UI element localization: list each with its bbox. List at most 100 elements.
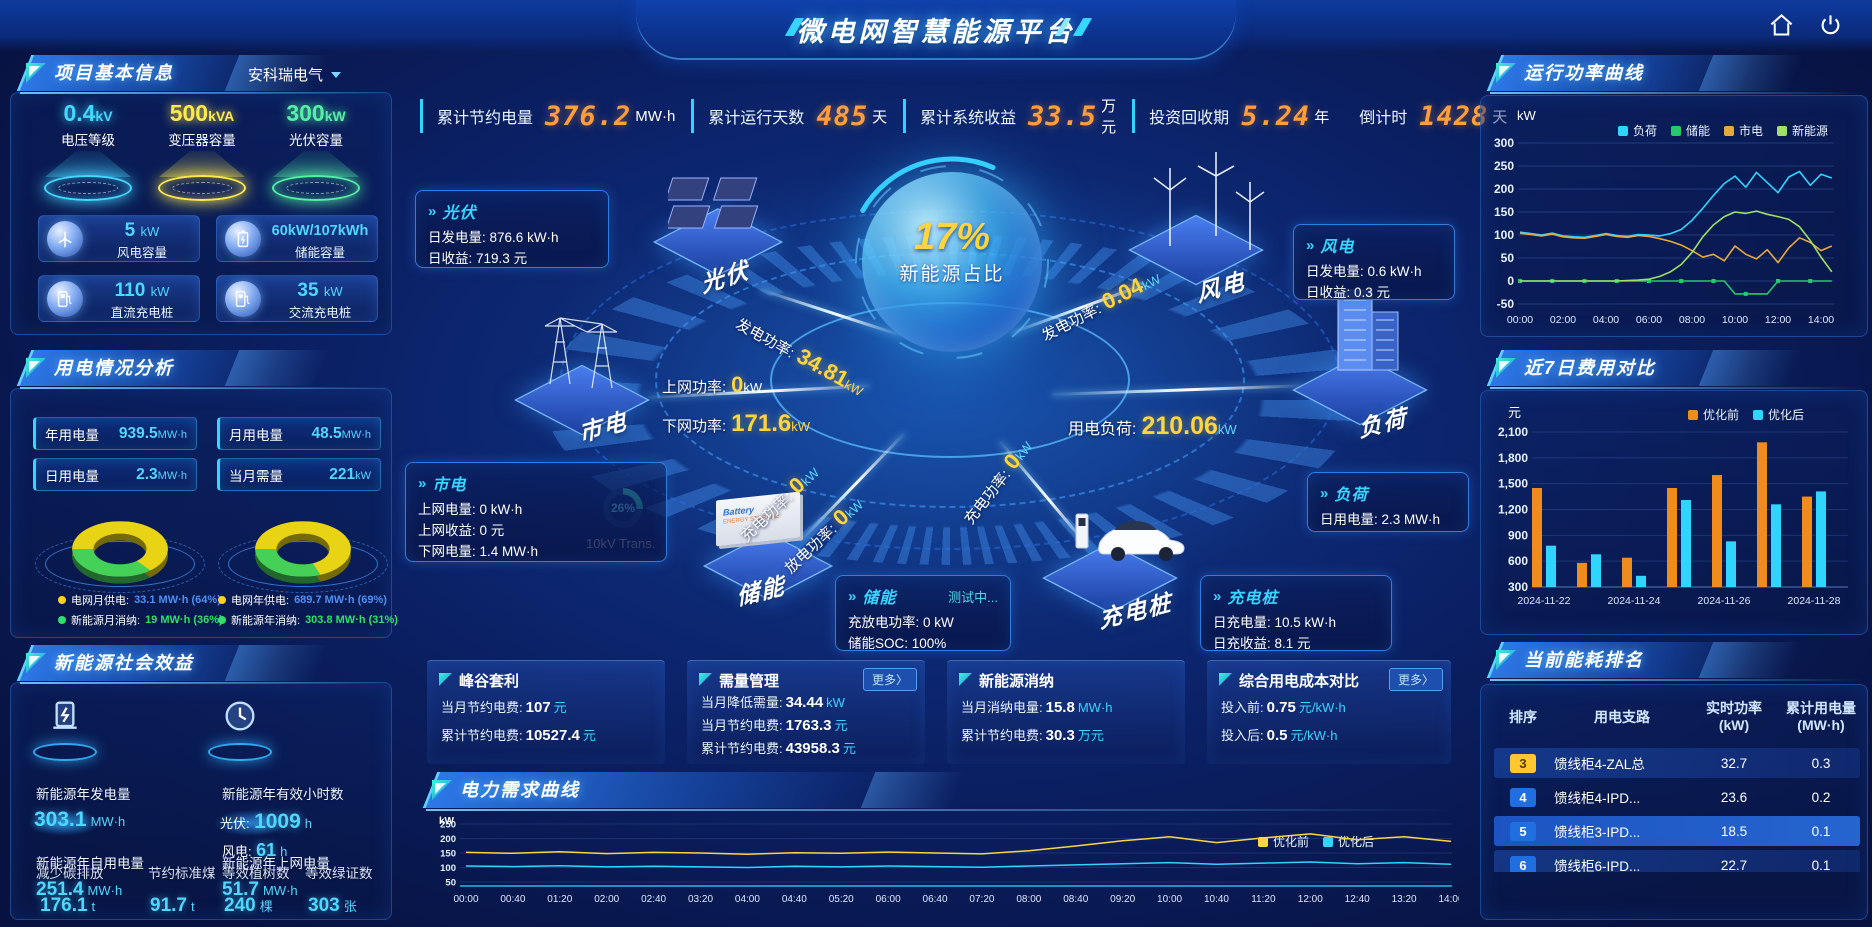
- ranking-header-cell: 累计用电量 (MW·h): [1786, 700, 1856, 733]
- pedestal-number: 300: [286, 100, 325, 126]
- pedestal-light-cone: [273, 151, 359, 177]
- svg-text:2,100: 2,100: [1498, 425, 1528, 439]
- realtime-power: 23.6: [1720, 789, 1748, 805]
- load-info-line: 日用电量: 2.3 MW·h: [1320, 509, 1456, 530]
- to-grid-value: 51.7 MW·h: [222, 879, 298, 900]
- usage-pill-value: 48.5MW·h: [311, 424, 372, 442]
- capacity-card-label: 储能容量: [294, 246, 345, 260]
- info-line-value: 0 kW·h: [479, 502, 523, 517]
- gen-glow: [28, 810, 100, 836]
- svg-text:04:00: 04:00: [1593, 314, 1619, 326]
- table-row[interactable]: 5 馈线柜3-IPD... 18.5 0.1: [1494, 816, 1860, 846]
- wind-info-box: » 风电 日发电量: 0.6 kW·h 日收益: 0.3 元: [1293, 224, 1455, 300]
- more-button[interactable]: 更多〉: [1388, 668, 1443, 691]
- card-corner-icon: [699, 673, 712, 686]
- card-corner-icon: [1219, 673, 1232, 686]
- chevron-icon: »: [418, 474, 426, 492]
- svg-text:14:00: 14:00: [1808, 314, 1834, 326]
- certs-label: 等效绿证数: [305, 866, 373, 881]
- rank-badge: 5: [1510, 821, 1536, 841]
- year-donut-legend: 电网年供电: 689.7 MW·h (69%) 新能源年消纳: 303.8 MW·h …: [218, 592, 398, 628]
- svg-text:00:00: 00:00: [453, 894, 478, 905]
- capacity-pedestal-1: 500kVA 变压器容量: [142, 100, 262, 201]
- table-row[interactable]: 3 馈线柜4-ZAL总 32.7 0.3: [1494, 748, 1860, 778]
- line-label: 投入前:: [1221, 700, 1264, 715]
- charger-info-line: 日充电量: 10.5 kW·h: [1213, 612, 1379, 633]
- svg-text:04:40: 04:40: [782, 894, 807, 905]
- info-line-value: 100%: [911, 636, 947, 651]
- svg-text:02:00: 02:00: [594, 894, 619, 905]
- branch-name: 馈线柜4-ZAL总: [1554, 757, 1645, 772]
- cost-ylabel: 元: [1508, 405, 1522, 420]
- legend-label: 电网年供电:: [231, 595, 290, 607]
- legend-item-优化前[interactable]: 优化前: [1688, 406, 1739, 423]
- info-line-value: 10.5 kW·h: [1274, 615, 1337, 630]
- pedestal-glow-ring: [158, 175, 246, 201]
- svg-text:09:20: 09:20: [1110, 894, 1135, 905]
- info-line-value: 1.4 MW·h: [479, 544, 539, 559]
- trees-label: 等效植树数: [222, 866, 290, 881]
- legend-item-储能[interactable]: 储能: [1671, 122, 1710, 139]
- more-button[interactable]: 更多〉: [862, 668, 917, 691]
- svg-text:14:00: 14:00: [1438, 894, 1459, 905]
- usage-title: 用电情况分析: [54, 358, 174, 378]
- line-unit: kW: [826, 695, 845, 710]
- legend-swatch: [1777, 125, 1788, 136]
- to-grid-label: 新能源年上网电量: [222, 856, 330, 871]
- line-value: 30.3: [1045, 727, 1075, 744]
- wind-hours: 风电: 61 h: [222, 840, 288, 860]
- svg-text:2024-11-28: 2024-11-28: [1788, 595, 1841, 607]
- branch-name: 馈线柜6-IPD...: [1554, 859, 1641, 872]
- legend-label: 电网月供电:: [71, 595, 130, 607]
- chevron-icon: »: [1320, 484, 1328, 502]
- svg-text:-50: -50: [1497, 297, 1515, 311]
- ranking-table-header: 排序 用电支路 实时功率 (kW) 累计用电量 (MW·h): [1494, 700, 1860, 734]
- load-info-box: » 负荷 日用电量: 2.3 MW·h: [1307, 472, 1469, 532]
- table-row[interactable]: 4 馈线柜4-IPD... 23.6 0.2: [1494, 782, 1860, 812]
- table-row[interactable]: 6 馈线柜6-IPD... 22.7 0.1: [1494, 850, 1860, 872]
- usage-pill-label: 当月需量: [229, 468, 283, 484]
- svg-text:200: 200: [440, 834, 456, 845]
- company-select[interactable]: 安科瑞电气: [248, 64, 342, 85]
- info-line-value: 8.1 元: [1274, 636, 1311, 651]
- legend-swatch: [1323, 836, 1334, 847]
- solar-panels-icon: [668, 177, 759, 229]
- clock-icon: [225, 701, 255, 731]
- summary-card-line: 投入前: 0.75 元/kW·h: [1221, 697, 1346, 716]
- usage-pill-value: 939.5MW·h: [118, 424, 187, 442]
- chevron-down-icon: [331, 71, 342, 78]
- legend-name: 优化前: [1703, 408, 1740, 422]
- summary-card-title: 综合用电成本对比: [1239, 673, 1360, 690]
- cost-compare-header: 近7日费用对比: [1484, 350, 1864, 389]
- pedestal-label: 光伏容量: [289, 133, 343, 148]
- panel-corner-icon: [26, 63, 46, 83]
- branch-name: 馈线柜4-IPD...: [1554, 791, 1641, 806]
- pedestal-glow-ring: [272, 175, 360, 201]
- svg-text:250: 250: [1494, 159, 1514, 173]
- legend-item-市电[interactable]: 市电: [1724, 122, 1763, 139]
- legend-item-新能源[interactable]: 新能源: [1777, 122, 1828, 139]
- kpi-unit: MW·h: [635, 107, 676, 125]
- hours-label: 新能源年有效小时数: [222, 787, 344, 802]
- legend-item-优化前[interactable]: 优化前: [1258, 833, 1309, 850]
- power-icon[interactable]: [1817, 12, 1844, 39]
- total-energy: 0.2: [1811, 789, 1831, 805]
- svg-text:300: 300: [1508, 580, 1528, 594]
- home-icon[interactable]: [1768, 12, 1795, 39]
- sphere-arc-ring: [846, 156, 1058, 368]
- pv-hours: 光伏: 1009 h: [220, 810, 313, 833]
- capacity-card-label: 交流充电桩: [288, 306, 352, 320]
- legend-item-负荷[interactable]: 负荷: [1618, 122, 1657, 139]
- info-line-label: 充放电功率:: [848, 615, 920, 630]
- kpi-label: 累计系统收益: [920, 110, 1017, 127]
- svg-text:02:40: 02:40: [641, 894, 666, 905]
- svg-text:kW: kW: [439, 816, 455, 827]
- pv-info-line: 日收益: 719.3 元: [428, 248, 596, 269]
- legend-item-优化后[interactable]: 优化后: [1753, 406, 1804, 423]
- kpi-stat-3: 投资回收期 5.24 年: [1132, 99, 1345, 133]
- project-info-title: 项目基本信息: [54, 63, 174, 83]
- line-label: 累计节约电费:: [701, 741, 783, 756]
- legend-name: 优化前: [1273, 835, 1310, 849]
- info-line-label: 日充电量:: [1213, 615, 1271, 630]
